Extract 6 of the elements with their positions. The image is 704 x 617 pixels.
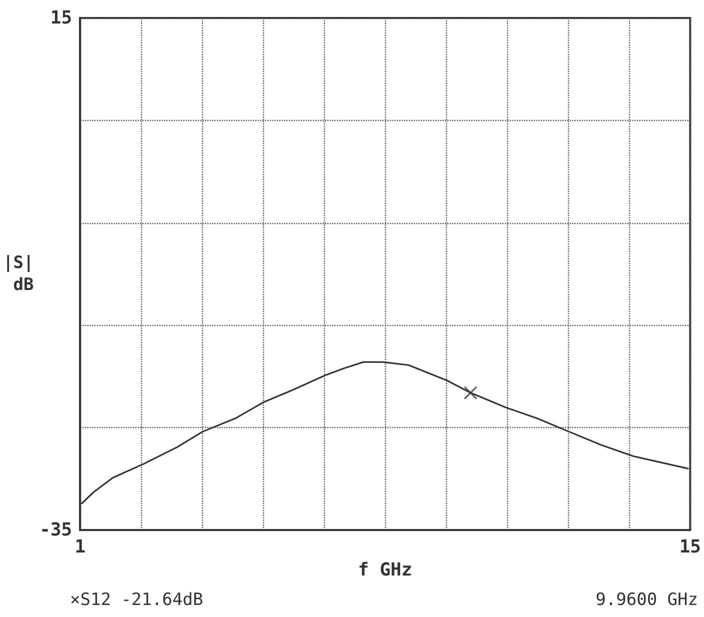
text: ×S12 -21.64dB: [70, 590, 204, 610]
x-axis-title: f GHz: [358, 559, 412, 580]
y-axis-title: |S| dB: [2, 253, 34, 295]
text: 9.9600 GHz: [596, 590, 698, 610]
x-tick-label: 1: [74, 536, 86, 558]
y-tick-label: -35: [40, 520, 72, 540]
